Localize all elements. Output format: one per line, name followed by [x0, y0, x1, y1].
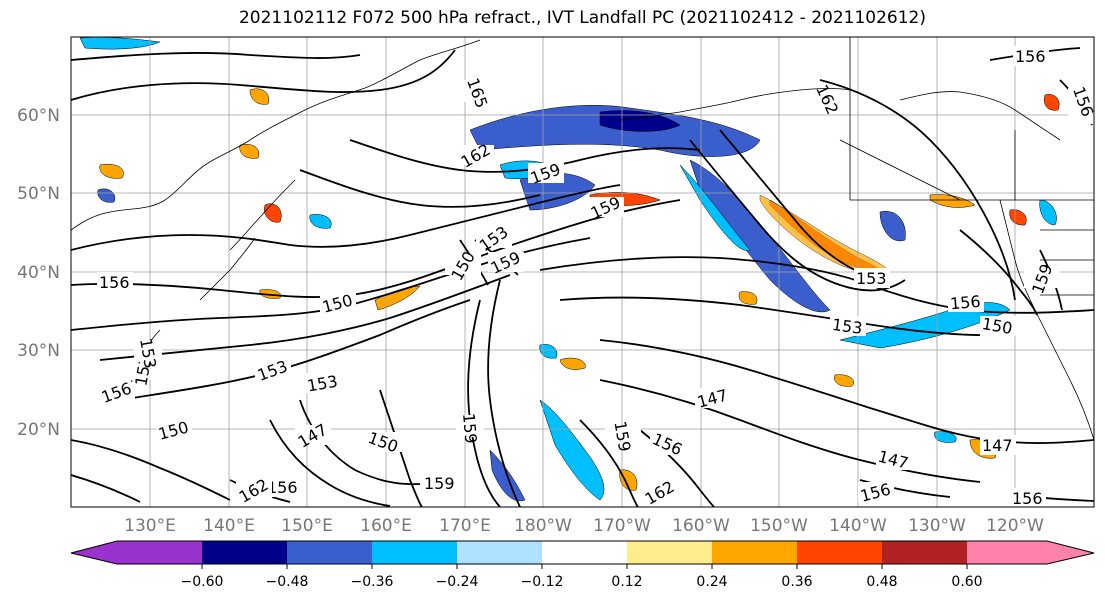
lon-label: 150°E	[281, 516, 333, 536]
negative-patch-1	[97, 188, 116, 203]
colorbar-label: −0.48	[266, 574, 309, 590]
negative-band-south	[539, 399, 605, 501]
contour-label: 147	[982, 436, 1013, 455]
colorbar-label: −0.24	[436, 574, 479, 590]
positive-patch-4	[1044, 94, 1060, 111]
colorbar-label: 0.12	[611, 574, 642, 590]
positive-patch-9	[738, 291, 758, 305]
positive-patch-6	[619, 469, 638, 491]
colorbar-label: 0.48	[866, 574, 897, 590]
lat-label: 60°N	[17, 106, 60, 126]
colorbar-low-arrow	[71, 541, 117, 564]
negative-patch-3	[1039, 199, 1057, 226]
lat-label: 50°N	[17, 184, 60, 204]
contour-label: 156	[267, 478, 298, 497]
colorbar-label: 0.36	[781, 574, 812, 590]
negative-patch-2	[879, 210, 906, 242]
negative-patch-4	[539, 344, 558, 359]
lon-label: 150°W	[750, 516, 808, 536]
lon-label: 140°E	[203, 516, 255, 536]
lon-label: 170°E	[439, 516, 491, 536]
positive-patch-1	[249, 88, 270, 105]
lon-label: 130°W	[908, 516, 966, 536]
negative-core-alaska	[599, 110, 681, 132]
contour-label: 153	[831, 315, 864, 338]
colorbar-label: 0.24	[696, 574, 727, 590]
longitude-labels: 130°E 140°E 150°E 160°E 170°E 180°W 170°…	[124, 516, 1044, 536]
negative-band-alaska	[469, 104, 761, 157]
colorbar-label: 0.60	[951, 574, 982, 590]
positive-patch-5	[559, 357, 586, 370]
colorbar-segment	[882, 541, 968, 564]
positive-patch-3	[264, 203, 282, 223]
lat-label: 30°N	[17, 341, 60, 361]
colorbar-label: −0.60	[181, 574, 224, 590]
contour-label: 159	[459, 412, 481, 444]
colorbar-segment	[202, 541, 288, 564]
colorbar-segment	[287, 541, 373, 564]
contour-label: 156	[99, 273, 130, 292]
colorbar-segment	[457, 541, 543, 564]
contour-labels: 165 162 162 159 159 156 156 156 153 153	[97, 46, 1094, 508]
colorbar-label: −0.36	[351, 574, 394, 590]
lon-label: 170°W	[593, 516, 651, 536]
coastlines	[71, 37, 1094, 441]
contour-label: 153	[856, 269, 887, 288]
lon-label: 180°W	[514, 516, 572, 536]
colorbar-label: −0.12	[521, 574, 564, 590]
colorbar-segment	[712, 541, 798, 564]
lon-label: 160°W	[672, 516, 730, 536]
colorbar-segment	[797, 541, 883, 564]
contour-label: 159	[424, 474, 455, 493]
positive-patch-coast	[1009, 209, 1027, 226]
positive-patch-2	[239, 144, 260, 159]
colorbar-segment	[117, 541, 203, 564]
negative-patch-6	[309, 214, 332, 229]
negative-band-westcoast	[839, 302, 1011, 349]
contour-label: 156	[1012, 489, 1043, 508]
colorbar-high-arrow	[1047, 541, 1094, 564]
colorbar-outline	[70, 540, 1095, 565]
lat-label: 40°N	[17, 263, 60, 283]
contour-label: 156	[1015, 47, 1046, 66]
colorbar-segment	[967, 541, 1047, 564]
map-title: 2021102112 F072 500 hPa refract., IVT La…	[238, 8, 926, 28]
negative-light-diagonal	[679, 164, 751, 251]
positive-patch-10	[834, 374, 854, 387]
lon-label: 160°E	[360, 516, 412, 536]
latitude-labels: 60°N 50°N 40°N 30°N 20°N	[17, 106, 60, 440]
map-plot-area: 165 162 162 159 159 156 156 156 153 153	[70, 36, 1095, 508]
colorbar-segment	[542, 541, 628, 564]
colorbar-segment	[627, 541, 713, 564]
plot-frame	[70, 36, 1095, 508]
lon-label: 130°E	[124, 516, 176, 536]
colorbar: −0.60 −0.48 −0.36 −0.24 −0.12 0.12 0.24 …	[70, 540, 1095, 590]
lon-label: 140°W	[829, 516, 887, 536]
colorbar-segment	[372, 541, 458, 564]
positive-patch-7	[99, 164, 124, 179]
contour-label: 156	[949, 292, 981, 314]
lon-label: 120°W	[986, 516, 1044, 536]
lat-label: 20°N	[17, 420, 60, 440]
